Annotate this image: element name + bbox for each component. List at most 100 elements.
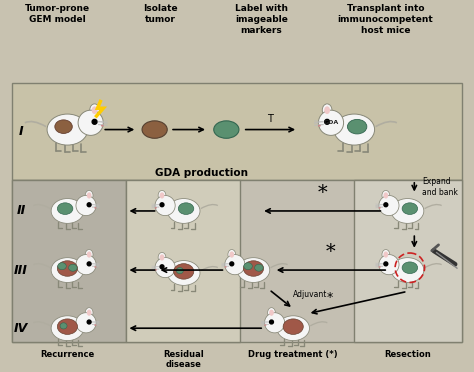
- Ellipse shape: [94, 324, 97, 326]
- Ellipse shape: [378, 266, 381, 268]
- Circle shape: [78, 110, 103, 135]
- Text: Expand
and bank: Expand and bank: [422, 177, 458, 197]
- Text: Resection: Resection: [384, 350, 431, 359]
- Circle shape: [270, 320, 273, 324]
- Ellipse shape: [391, 199, 424, 223]
- Ellipse shape: [142, 121, 167, 138]
- Ellipse shape: [94, 266, 97, 268]
- Circle shape: [76, 254, 96, 275]
- Ellipse shape: [244, 263, 252, 270]
- Ellipse shape: [229, 251, 234, 258]
- Circle shape: [379, 254, 399, 275]
- Ellipse shape: [91, 106, 98, 114]
- Text: *: *: [318, 184, 327, 202]
- Text: Recurrence: Recurrence: [40, 350, 94, 359]
- Ellipse shape: [277, 316, 310, 341]
- Ellipse shape: [283, 319, 303, 334]
- Ellipse shape: [57, 203, 73, 214]
- Ellipse shape: [155, 207, 157, 209]
- Ellipse shape: [47, 114, 88, 145]
- Ellipse shape: [155, 269, 157, 271]
- Ellipse shape: [158, 253, 166, 263]
- Ellipse shape: [269, 310, 274, 316]
- Circle shape: [264, 313, 285, 333]
- Ellipse shape: [51, 258, 84, 282]
- Circle shape: [379, 195, 399, 216]
- Text: II: II: [16, 205, 26, 218]
- Ellipse shape: [87, 310, 91, 316]
- Ellipse shape: [173, 264, 194, 279]
- Ellipse shape: [176, 267, 183, 274]
- Ellipse shape: [178, 203, 194, 214]
- Ellipse shape: [167, 199, 200, 223]
- Ellipse shape: [85, 308, 93, 318]
- Ellipse shape: [90, 104, 100, 116]
- Text: Label with
imageable
markers: Label with imageable markers: [235, 4, 288, 35]
- Ellipse shape: [391, 258, 424, 282]
- FancyBboxPatch shape: [126, 180, 240, 342]
- Text: Isolate
tumor: Isolate tumor: [143, 4, 178, 24]
- Ellipse shape: [158, 190, 166, 201]
- Ellipse shape: [382, 250, 390, 260]
- FancyBboxPatch shape: [12, 83, 462, 180]
- Ellipse shape: [347, 119, 367, 134]
- Ellipse shape: [268, 308, 275, 318]
- Ellipse shape: [334, 114, 374, 145]
- Ellipse shape: [237, 258, 270, 282]
- Text: T: T: [267, 114, 273, 124]
- Ellipse shape: [243, 261, 264, 276]
- Ellipse shape: [87, 251, 91, 258]
- Ellipse shape: [60, 323, 67, 329]
- Ellipse shape: [167, 260, 200, 285]
- Circle shape: [92, 119, 97, 124]
- Text: I: I: [18, 125, 23, 138]
- Ellipse shape: [255, 264, 263, 271]
- Ellipse shape: [228, 250, 236, 260]
- FancyBboxPatch shape: [354, 180, 462, 342]
- FancyBboxPatch shape: [12, 180, 462, 342]
- Text: GDA: GDA: [323, 120, 338, 125]
- Text: III: III: [14, 264, 28, 276]
- Ellipse shape: [69, 264, 77, 271]
- Ellipse shape: [382, 190, 390, 201]
- Ellipse shape: [160, 192, 164, 199]
- Ellipse shape: [224, 266, 227, 268]
- Ellipse shape: [85, 250, 93, 260]
- Ellipse shape: [318, 125, 321, 126]
- Ellipse shape: [87, 192, 91, 199]
- Circle shape: [76, 313, 96, 333]
- Circle shape: [225, 254, 245, 275]
- Circle shape: [87, 262, 91, 266]
- Text: Tumor-prone
GEM model: Tumor-prone GEM model: [25, 4, 91, 24]
- Ellipse shape: [85, 190, 93, 201]
- Ellipse shape: [51, 316, 84, 341]
- Ellipse shape: [402, 262, 418, 273]
- Text: Transplant into
immunocompetent
host mice: Transplant into immunocompetent host mic…: [337, 4, 433, 35]
- Ellipse shape: [383, 192, 388, 199]
- Circle shape: [384, 203, 388, 207]
- Ellipse shape: [57, 261, 78, 276]
- Circle shape: [87, 320, 91, 324]
- Text: GDA production: GDA production: [155, 168, 247, 178]
- Ellipse shape: [58, 263, 66, 270]
- Ellipse shape: [378, 207, 381, 209]
- FancyBboxPatch shape: [12, 180, 126, 342]
- Ellipse shape: [51, 199, 84, 223]
- Ellipse shape: [101, 125, 104, 126]
- Ellipse shape: [57, 319, 78, 334]
- Circle shape: [87, 203, 91, 207]
- Text: Adjuvant: Adjuvant: [293, 290, 328, 299]
- Text: Drug treatment (*): Drug treatment (*): [248, 350, 338, 359]
- Circle shape: [384, 262, 388, 266]
- Text: Residual
disease: Residual disease: [164, 350, 204, 369]
- Ellipse shape: [322, 104, 332, 116]
- Text: *: *: [327, 291, 333, 304]
- Ellipse shape: [160, 254, 164, 260]
- Circle shape: [155, 257, 175, 278]
- Circle shape: [76, 195, 96, 216]
- Ellipse shape: [214, 121, 239, 138]
- Circle shape: [319, 110, 344, 135]
- Circle shape: [160, 203, 164, 207]
- Text: *: *: [326, 243, 336, 262]
- Ellipse shape: [324, 106, 330, 114]
